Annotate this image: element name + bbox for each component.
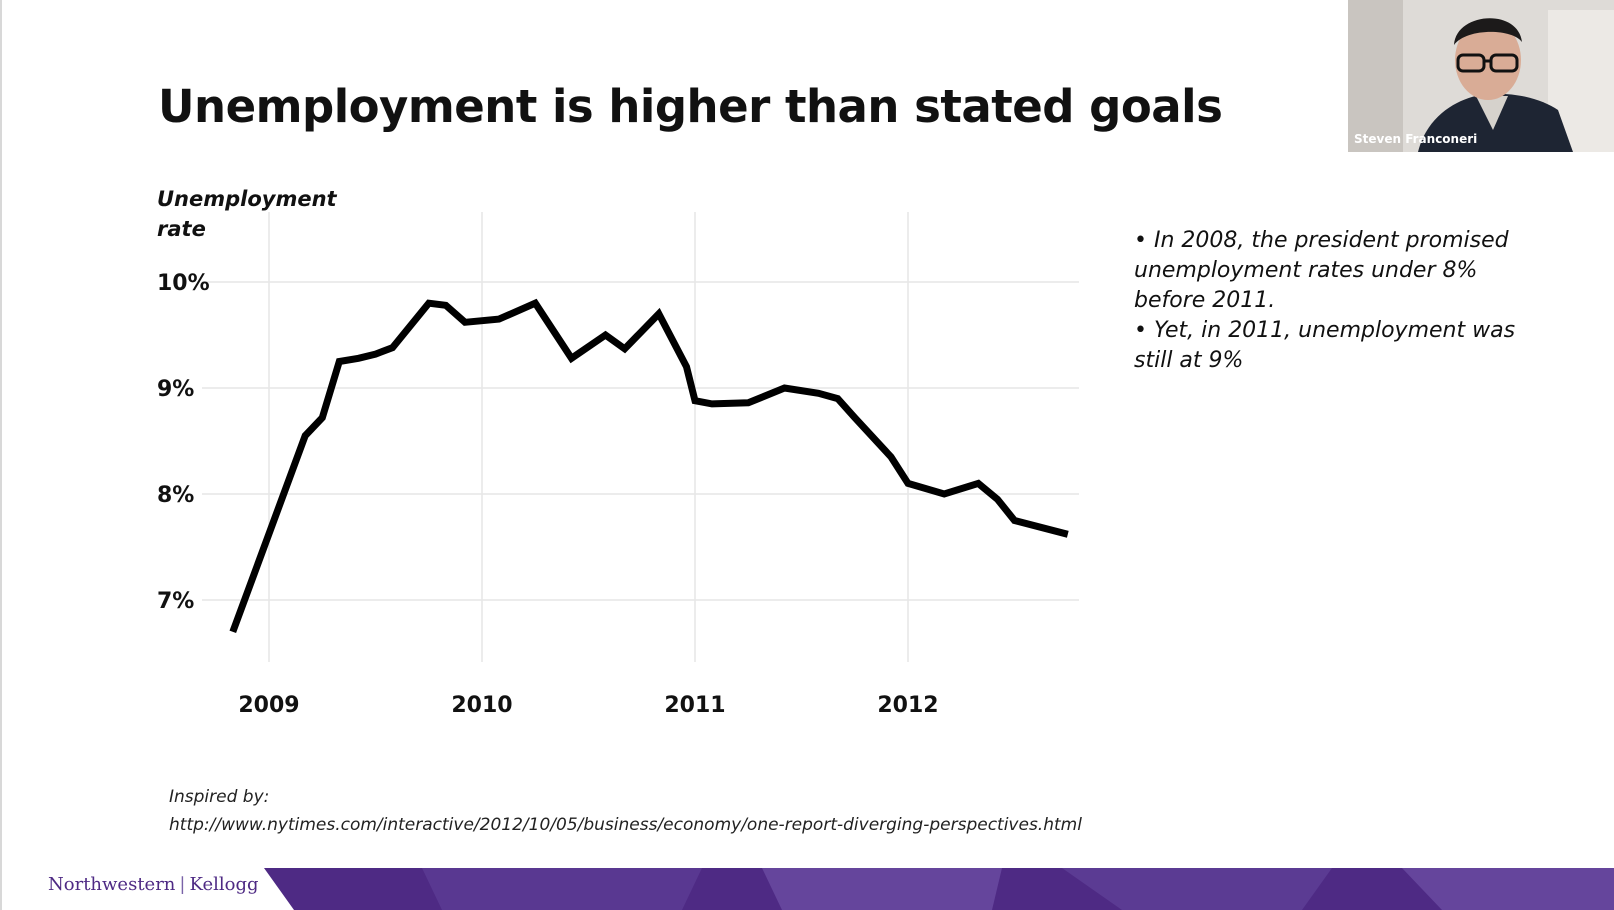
y-tick-label: 9%: [157, 377, 194, 402]
x-tick-label: 2009: [238, 693, 299, 718]
logo-northwestern: Northwestern: [48, 874, 176, 895]
y-tick-label: 10%: [157, 271, 210, 296]
y-tick-label: 8%: [157, 483, 194, 508]
bullet-item: • Yet, in 2011, unemployment was still a…: [1134, 318, 1516, 373]
y-tick-label: 7%: [157, 589, 194, 614]
bullet-item: • In 2008, the president promised unempl…: [1134, 228, 1509, 313]
webcam-video-tile[interactable]: Steven Franconeri: [1348, 0, 1614, 152]
y-axis-label-line-2: rate: [157, 217, 206, 241]
presenter-video-frame: [1348, 0, 1614, 152]
x-tick-label: 2010: [451, 693, 512, 718]
credit-label: Inspired by:: [169, 787, 270, 807]
footer-band: [264, 868, 1614, 910]
chart-y-axis-label: Unemployment rate: [157, 184, 397, 244]
unemployment-line-chart: 7% 8% 9% 10% 2009 2010 2011 2012: [157, 212, 1079, 718]
logo-kellogg: Kellogg: [189, 874, 259, 895]
x-tick-label: 2012: [877, 693, 938, 718]
x-tick-label: 2011: [664, 693, 725, 718]
slide-title: Unemployment is higher than stated goals: [158, 80, 1223, 133]
northwestern-kellogg-logo: Northwestern | Kellogg: [48, 874, 259, 895]
unemployment-series-line: [229, 298, 1069, 634]
source-credit: Inspired by: http://www.nytimes.com/inte…: [169, 783, 1082, 839]
logo-separator: |: [179, 874, 186, 895]
credit-url[interactable]: http://www.nytimes.com/interactive/2012/…: [169, 815, 1082, 835]
y-axis-label-line-1: Unemployment: [157, 187, 337, 211]
webcam-name-label: Steven Franconeri: [1354, 132, 1478, 146]
bullet-list: • In 2008, the president promised unempl…: [1134, 226, 1554, 376]
